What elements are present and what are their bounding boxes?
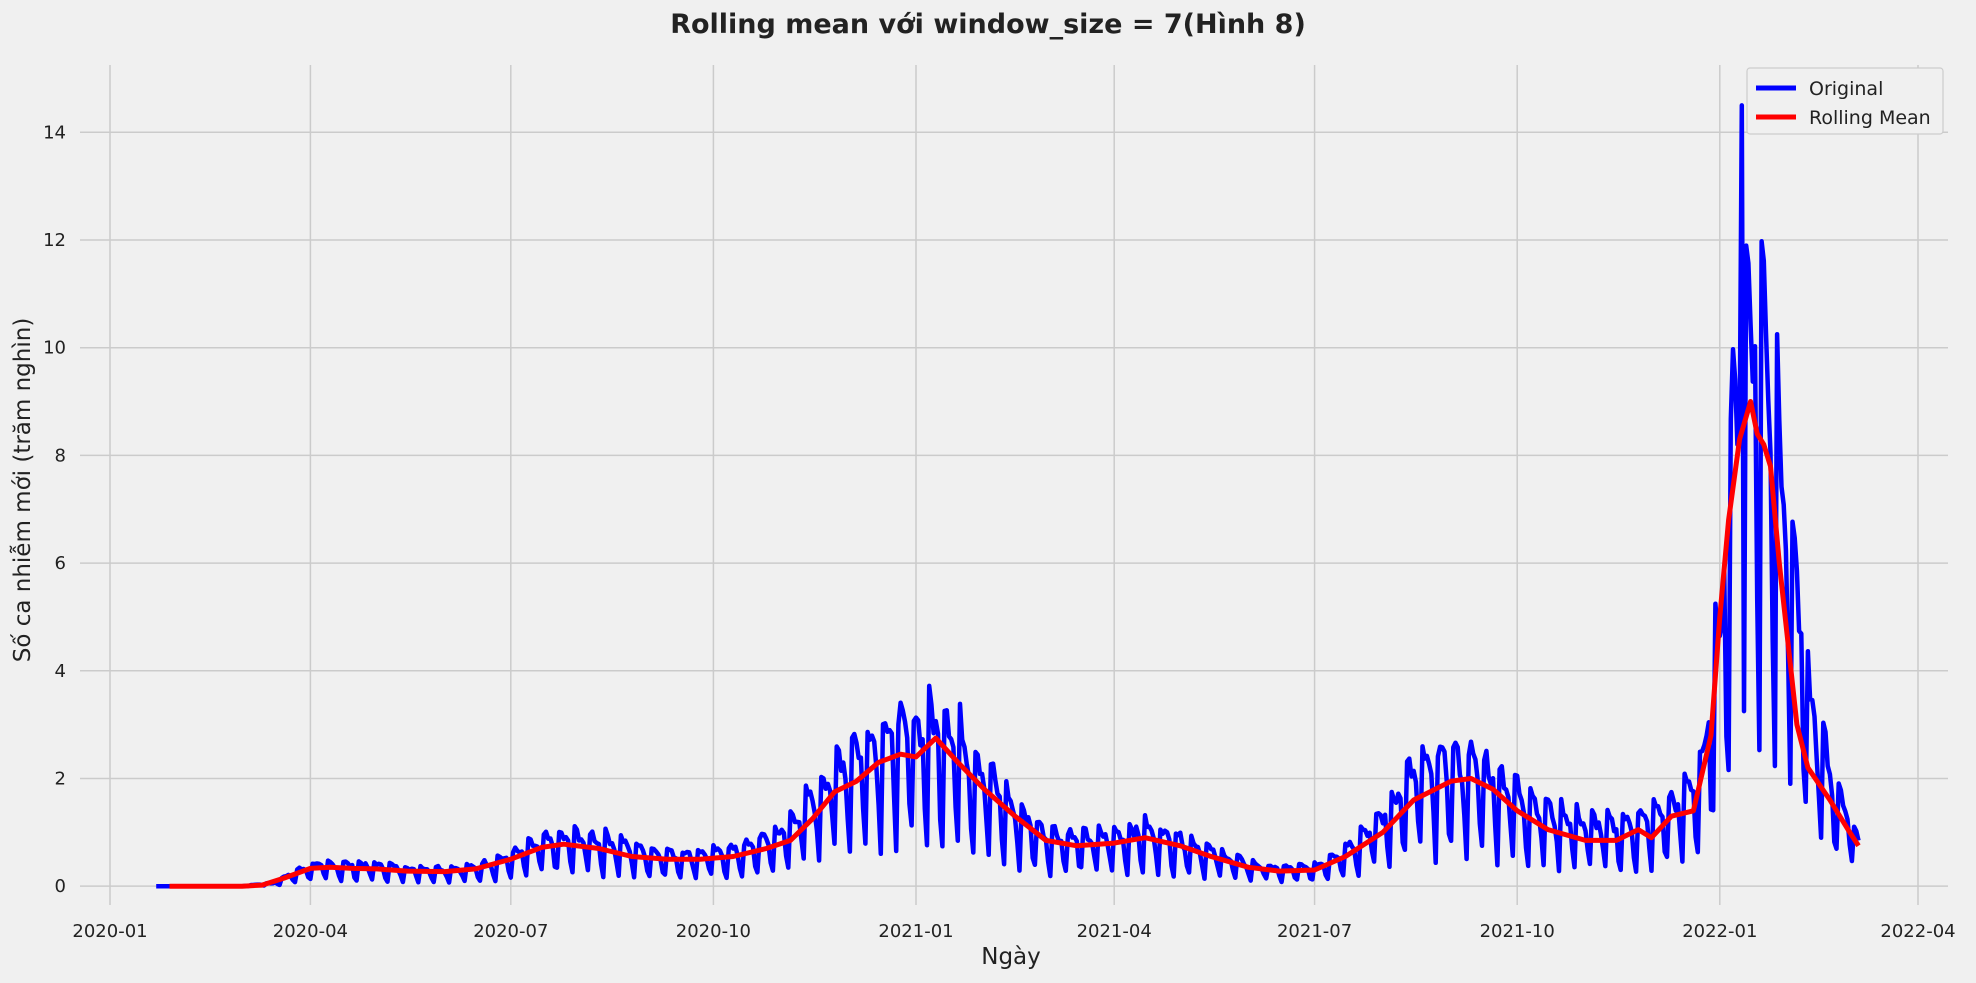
x-tick-label: 2021-01 <box>878 921 953 942</box>
x-axis-label: Ngày <box>981 944 1041 970</box>
y-tick-label: 6 <box>55 553 66 574</box>
x-axis-ticks: 2020-01 2020-04 2020-07 2020-10 2021-01 2021-… <box>72 921 1955 942</box>
y-tick-label: 0 <box>55 876 66 897</box>
x-tick-label: 2021-10 <box>1480 921 1555 942</box>
legend-label-rolling-mean: Rolling Mean <box>1809 107 1931 129</box>
gridlines <box>80 65 1948 905</box>
y-tick-label: 10 <box>43 338 66 359</box>
x-tick-label: 2022-04 <box>1880 921 1955 942</box>
chart-title: Rolling mean với window_size = 7(Hình 8) <box>670 9 1306 40</box>
x-tick-label: 2020-04 <box>273 921 348 942</box>
x-tick-label: 2020-10 <box>676 921 751 942</box>
legend-label-original: Original <box>1809 78 1883 100</box>
y-tick-label: 12 <box>43 230 66 251</box>
series-line-rolling-mean <box>169 399 1861 889</box>
x-tick-label: 2020-01 <box>72 921 147 942</box>
series-layer <box>156 103 1861 889</box>
y-tick-label: 2 <box>55 768 66 789</box>
y-axis-ticks: 0 2 4 6 8 10 12 14 <box>43 122 66 897</box>
x-tick-label: 2021-04 <box>1077 921 1152 942</box>
y-tick-label: 4 <box>55 661 66 682</box>
legend: Original Rolling Mean <box>1746 67 1944 135</box>
y-tick-label: 14 <box>43 122 66 143</box>
x-tick-label: 2022-01 <box>1682 921 1757 942</box>
x-tick-label: 2020-07 <box>473 921 548 942</box>
y-axis-label: Số ca nhiễm mới (trăm nghìn) <box>8 318 36 663</box>
y-tick-label: 8 <box>55 445 66 466</box>
x-tick-label: 2021-07 <box>1277 921 1352 942</box>
